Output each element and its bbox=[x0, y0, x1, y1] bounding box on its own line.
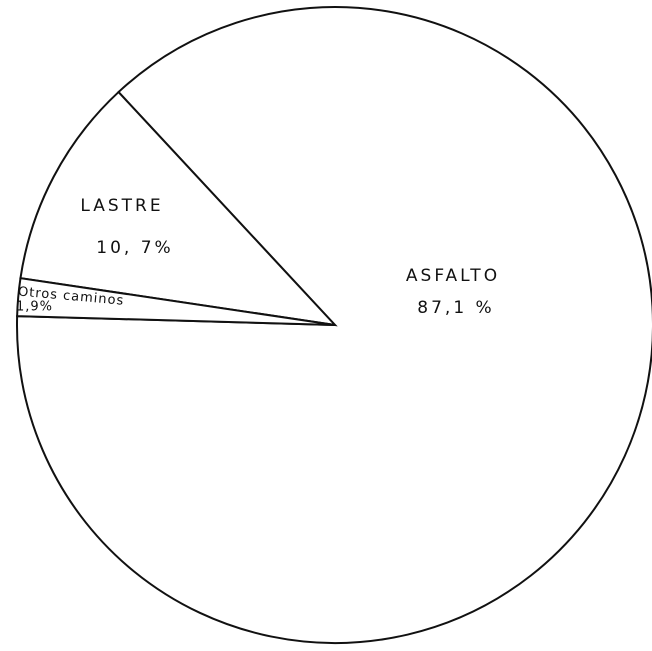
value-label: 10, 7% bbox=[96, 238, 173, 258]
value-label: 1,9% bbox=[16, 300, 53, 315]
slice-label: LASTRE bbox=[80, 196, 163, 216]
value-label: 87,1 % bbox=[417, 298, 494, 318]
slice-label: ASFALTO bbox=[406, 266, 500, 286]
pie-slice bbox=[19, 90, 338, 327]
pie-slice bbox=[16, 277, 336, 326]
pie bbox=[16, 6, 652, 644]
pie-slice bbox=[16, 6, 652, 644]
